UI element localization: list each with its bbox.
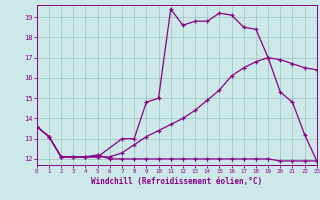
X-axis label: Windchill (Refroidissement éolien,°C): Windchill (Refroidissement éolien,°C)	[91, 177, 262, 186]
